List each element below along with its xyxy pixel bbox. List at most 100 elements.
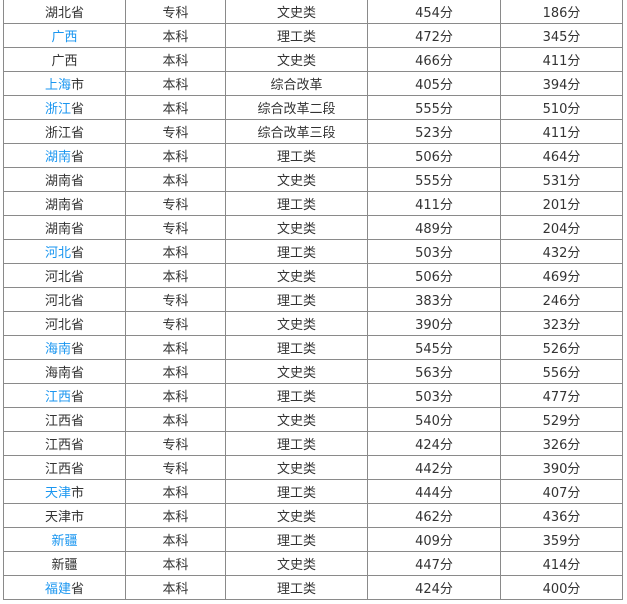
region-link[interactable]: 江西 bbox=[44, 390, 71, 405]
type-cell: 文史类 bbox=[225, 455, 368, 480]
level-cell: 专科 bbox=[125, 215, 226, 240]
score-cell: 563分 bbox=[367, 359, 501, 384]
level-cell: 专科 bbox=[125, 431, 226, 456]
region-text: 海南省 bbox=[44, 366, 84, 381]
region-cell: 湖南省 bbox=[3, 167, 126, 192]
table-row: 浙江省 本科 综合改革二段 555分 510分 bbox=[3, 95, 623, 120]
type-cell: 理工类 bbox=[225, 479, 368, 504]
region-cell: 福建省 bbox=[3, 575, 126, 600]
type-cell: 理工类 bbox=[225, 527, 368, 552]
table-row: 江西省 专科 理工类 424分 326分 bbox=[3, 431, 623, 456]
score-cell: 447分 bbox=[367, 551, 501, 576]
score-cell: 407分 bbox=[500, 479, 623, 504]
type-cell: 文史类 bbox=[225, 263, 368, 288]
region-link[interactable]: 天津 bbox=[44, 486, 71, 501]
score-cell: 503分 bbox=[367, 383, 501, 408]
table-row: 海南省 本科 理工类 545分 526分 bbox=[3, 335, 623, 360]
region-text: 市 bbox=[71, 78, 85, 93]
type-cell: 文史类 bbox=[225, 167, 368, 192]
region-text: 河北省 bbox=[44, 270, 84, 285]
region-cell: 河北省 bbox=[3, 239, 126, 264]
region-text: 江西省 bbox=[44, 438, 84, 453]
table-row: 新疆 本科 理工类 409分 359分 bbox=[3, 527, 623, 552]
region-text: 省 bbox=[71, 102, 85, 117]
score-cell: 424分 bbox=[367, 575, 501, 600]
region-cell: 江西省 bbox=[3, 431, 126, 456]
score-cell: 469分 bbox=[500, 263, 623, 288]
type-cell: 文史类 bbox=[225, 551, 368, 576]
score-cell: 424分 bbox=[367, 431, 501, 456]
region-link[interactable]: 新疆 bbox=[51, 534, 78, 549]
type-cell: 理工类 bbox=[225, 191, 368, 216]
region-text: 省 bbox=[71, 342, 85, 357]
region-text: 广西 bbox=[51, 54, 78, 69]
region-link[interactable]: 上海 bbox=[44, 78, 71, 93]
region-text: 省 bbox=[71, 390, 85, 405]
score-cell: 531分 bbox=[500, 167, 623, 192]
score-cell: 411分 bbox=[500, 47, 623, 72]
table-row: 河北省 本科 文史类 506分 469分 bbox=[3, 263, 623, 288]
type-cell: 文史类 bbox=[225, 215, 368, 240]
region-cell: 湖南省 bbox=[3, 215, 126, 240]
type-cell: 文史类 bbox=[225, 47, 368, 72]
type-cell: 理工类 bbox=[225, 23, 368, 48]
type-cell: 理工类 bbox=[225, 383, 368, 408]
level-cell: 本科 bbox=[125, 479, 226, 504]
score-cell: 555分 bbox=[367, 95, 501, 120]
score-cell: 326分 bbox=[500, 431, 623, 456]
level-cell: 本科 bbox=[125, 407, 226, 432]
level-cell: 本科 bbox=[125, 23, 226, 48]
table-row: 海南省 本科 文史类 563分 556分 bbox=[3, 359, 623, 384]
score-cell: 556分 bbox=[500, 359, 623, 384]
score-cell: 540分 bbox=[367, 407, 501, 432]
region-cell: 海南省 bbox=[3, 359, 126, 384]
level-cell: 本科 bbox=[125, 527, 226, 552]
score-cell: 390分 bbox=[500, 455, 623, 480]
region-text: 河北省 bbox=[44, 294, 84, 309]
level-cell: 本科 bbox=[125, 575, 226, 600]
level-cell: 本科 bbox=[125, 335, 226, 360]
type-cell: 文史类 bbox=[225, 503, 368, 528]
level-cell: 本科 bbox=[125, 383, 226, 408]
region-cell: 湖南省 bbox=[3, 143, 126, 168]
region-link[interactable]: 福建 bbox=[44, 582, 71, 597]
table-row: 湖南省 专科 文史类 489分 204分 bbox=[3, 215, 623, 240]
table-row: 天津市 本科 文史类 462分 436分 bbox=[3, 503, 623, 528]
score-cell: 506分 bbox=[367, 263, 501, 288]
level-cell: 专科 bbox=[125, 0, 226, 24]
table-row: 湖南省 本科 文史类 555分 531分 bbox=[3, 167, 623, 192]
level-cell: 本科 bbox=[125, 503, 226, 528]
level-cell: 本科 bbox=[125, 239, 226, 264]
region-link[interactable]: 广西 bbox=[51, 30, 78, 45]
region-link[interactable]: 海南 bbox=[44, 342, 71, 357]
type-cell: 理工类 bbox=[225, 239, 368, 264]
region-link[interactable]: 浙江 bbox=[44, 102, 71, 117]
level-cell: 专科 bbox=[125, 455, 226, 480]
level-cell: 本科 bbox=[125, 167, 226, 192]
region-link[interactable]: 河北 bbox=[44, 246, 71, 261]
score-cell: 411分 bbox=[367, 191, 501, 216]
table-row: 广西 本科 文史类 466分 411分 bbox=[3, 47, 623, 72]
region-link[interactable]: 湖南 bbox=[44, 150, 71, 165]
score-cell: 400分 bbox=[500, 575, 623, 600]
region-text: 江西省 bbox=[44, 414, 84, 429]
table-row: 天津市 本科 理工类 444分 407分 bbox=[3, 479, 623, 504]
score-cell: 510分 bbox=[500, 95, 623, 120]
score-cell: 246分 bbox=[500, 287, 623, 312]
table-row: 福建省 本科 理工类 424分 400分 bbox=[3, 575, 623, 600]
region-cell: 浙江省 bbox=[3, 119, 126, 144]
table-row: 江西省 本科 文史类 540分 529分 bbox=[3, 407, 623, 432]
region-text: 新疆 bbox=[51, 558, 78, 573]
level-cell: 本科 bbox=[125, 71, 226, 96]
type-cell: 综合改革 bbox=[225, 71, 368, 96]
score-cell: 405分 bbox=[367, 71, 501, 96]
region-cell: 广西 bbox=[3, 23, 126, 48]
type-cell: 理工类 bbox=[225, 287, 368, 312]
score-cell: 323分 bbox=[500, 311, 623, 336]
region-cell: 广西 bbox=[3, 47, 126, 72]
score-cell: 545分 bbox=[367, 335, 501, 360]
region-cell: 上海市 bbox=[3, 71, 126, 96]
table-row: 河北省 本科 理工类 503分 432分 bbox=[3, 239, 623, 264]
score-cell: 555分 bbox=[367, 167, 501, 192]
level-cell: 本科 bbox=[125, 47, 226, 72]
